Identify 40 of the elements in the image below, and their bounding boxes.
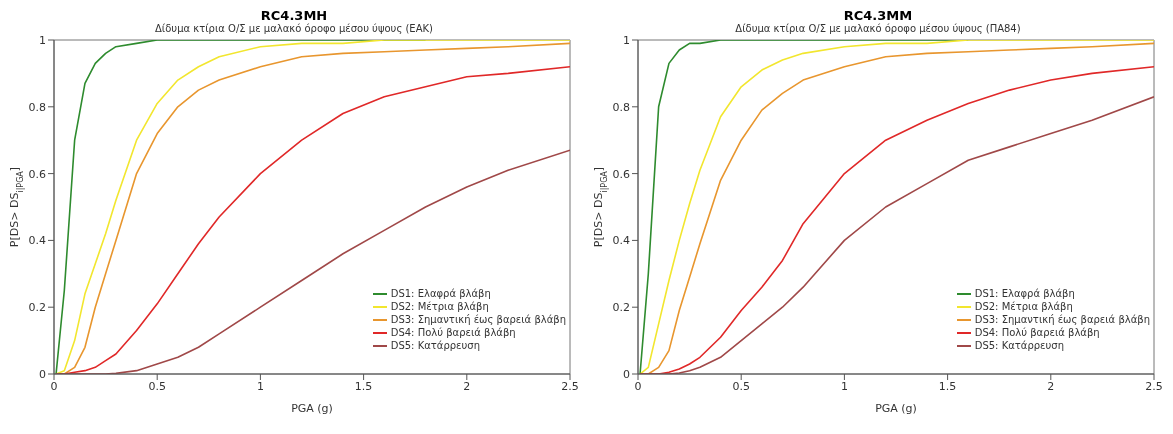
x-axis-title: PGA (g)	[291, 402, 333, 415]
x-tick-label: 1	[256, 379, 264, 393]
y-tick-label: 0.2	[28, 301, 46, 315]
y-tick-label: 0.4	[28, 234, 46, 248]
legend-label: DS2: Μέτρια βλάβη	[390, 300, 489, 313]
x-tick-label: 2.5	[561, 379, 579, 393]
x-tick-label: 0.5	[732, 379, 750, 393]
x-tick-label: 1	[840, 379, 848, 393]
y-tick-label: 0	[39, 367, 46, 381]
x-tick-label: 2.5	[1145, 379, 1163, 393]
y-tick-label: 0.2	[612, 301, 630, 315]
y-tick-label: 0.8	[612, 100, 630, 114]
x-tick-label: 1.5	[354, 379, 373, 393]
x-tick-label: 0	[50, 379, 58, 393]
x-tick-label: 1.5	[938, 379, 957, 393]
x-tick-label: 0.5	[148, 379, 166, 393]
x-tick-label: 2	[1047, 379, 1055, 393]
legend-label: DS4: Πολύ βαρειά βλάβη	[390, 326, 516, 339]
legend-label: DS2: Μέτρια βλάβη	[974, 300, 1073, 313]
y-tick-label: 0.4	[612, 234, 630, 248]
legend-label: DS5: Κατάρρευση	[390, 339, 480, 352]
chart-title: RC4.3MH	[259, 8, 329, 23]
chart-title: RC4.3MM	[842, 8, 914, 23]
legend-label: DS1: Ελαφρά βλάβη	[974, 287, 1075, 300]
y-tick-label: 1	[623, 33, 630, 47]
x-tick-label: 0	[634, 379, 642, 393]
chart-subtitle: Δίδυμα κτίρια Ο/Σ με μαλακό όροφο μέσου ύψους (ΠΑ84)	[734, 23, 1022, 34]
legend-label: DS3: Σημαντική έως βαρειά βλάβη	[974, 313, 1150, 326]
y-tick-label: 0.6	[612, 167, 630, 181]
y-tick-label: 1	[39, 33, 46, 47]
legend-label: DS1: Ελαφρά βλάβη	[390, 287, 491, 300]
x-tick-label: 2	[463, 379, 471, 393]
legend-label: DS5: Κατάρρευση	[974, 339, 1064, 352]
legend-label: DS3: Σημαντική έως βαρειά βλάβη	[390, 313, 566, 326]
y-tick-label: 0	[623, 367, 630, 381]
chart-subtitle: Δίδυμα κτίρια Ο/Σ με μαλακό όροφο μέσου ύψους (ΕΑΚ)	[154, 23, 434, 34]
x-axis-title: PGA (g)	[875, 402, 917, 415]
y-tick-label: 0.8	[28, 100, 46, 114]
legend-label: DS4: Πολύ βαρειά βλάβη	[974, 326, 1100, 339]
y-tick-label: 0.6	[28, 167, 46, 181]
